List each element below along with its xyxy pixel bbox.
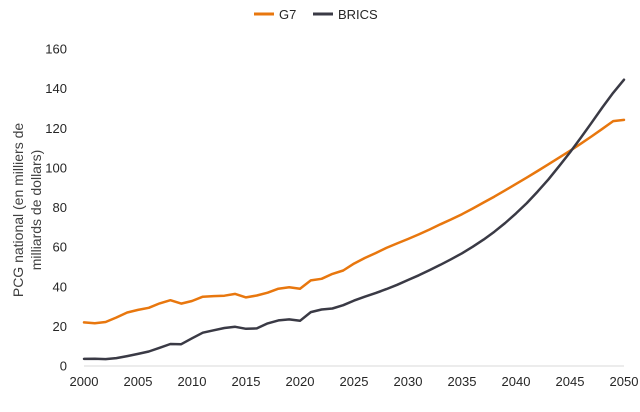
y-tick-label: 100 xyxy=(45,160,67,175)
x-axis-ticks: 2000 2005 2010 2015 2020 2025 2030 2035 2040 2045… xyxy=(70,374,639,389)
x-tick-label: 2050 xyxy=(610,374,639,389)
x-tick-label: 2030 xyxy=(394,374,423,389)
legend: G7 BRICS xyxy=(254,7,378,22)
y-tick-label: 40 xyxy=(53,279,67,294)
x-tick-label: 2005 xyxy=(124,374,153,389)
x-tick-label: 2025 xyxy=(340,374,369,389)
legend-item-g7[interactable]: G7 xyxy=(254,7,296,22)
plot-area xyxy=(82,78,626,361)
legend-label-brics: BRICS xyxy=(338,7,378,22)
x-tick-label: 2040 xyxy=(502,374,531,389)
y-tick-label: 80 xyxy=(53,200,67,215)
x-tick-label: 2020 xyxy=(286,374,315,389)
x-tick-label: 2000 xyxy=(70,374,99,389)
y-axis-ticks: 0 20 40 60 80 100 120 140 160 xyxy=(45,42,67,374)
y-axis-title-line-2: milliards de dollars) xyxy=(28,150,44,271)
y-tick-label: 140 xyxy=(45,81,67,96)
legend-item-brics[interactable]: BRICS xyxy=(313,7,378,22)
y-axis-title: PCG national (en milliers de milliards d… xyxy=(10,123,44,298)
y-tick-label: 160 xyxy=(45,42,67,57)
series-line-brics xyxy=(82,78,626,361)
y-axis-title-line-1: PCG national (en milliers de xyxy=(10,123,26,298)
x-tick-label: 2045 xyxy=(556,374,585,389)
x-tick-label: 2035 xyxy=(448,374,477,389)
x-tick-label: 2015 xyxy=(232,374,261,389)
legend-label-g7: G7 xyxy=(279,7,296,22)
y-tick-label: 20 xyxy=(53,319,67,334)
x-tick-label: 2010 xyxy=(178,374,207,389)
series-line-g7 xyxy=(82,118,626,325)
y-tick-label: 120 xyxy=(45,121,67,136)
y-tick-label: 60 xyxy=(53,240,67,255)
y-tick-label: 0 xyxy=(60,359,67,374)
